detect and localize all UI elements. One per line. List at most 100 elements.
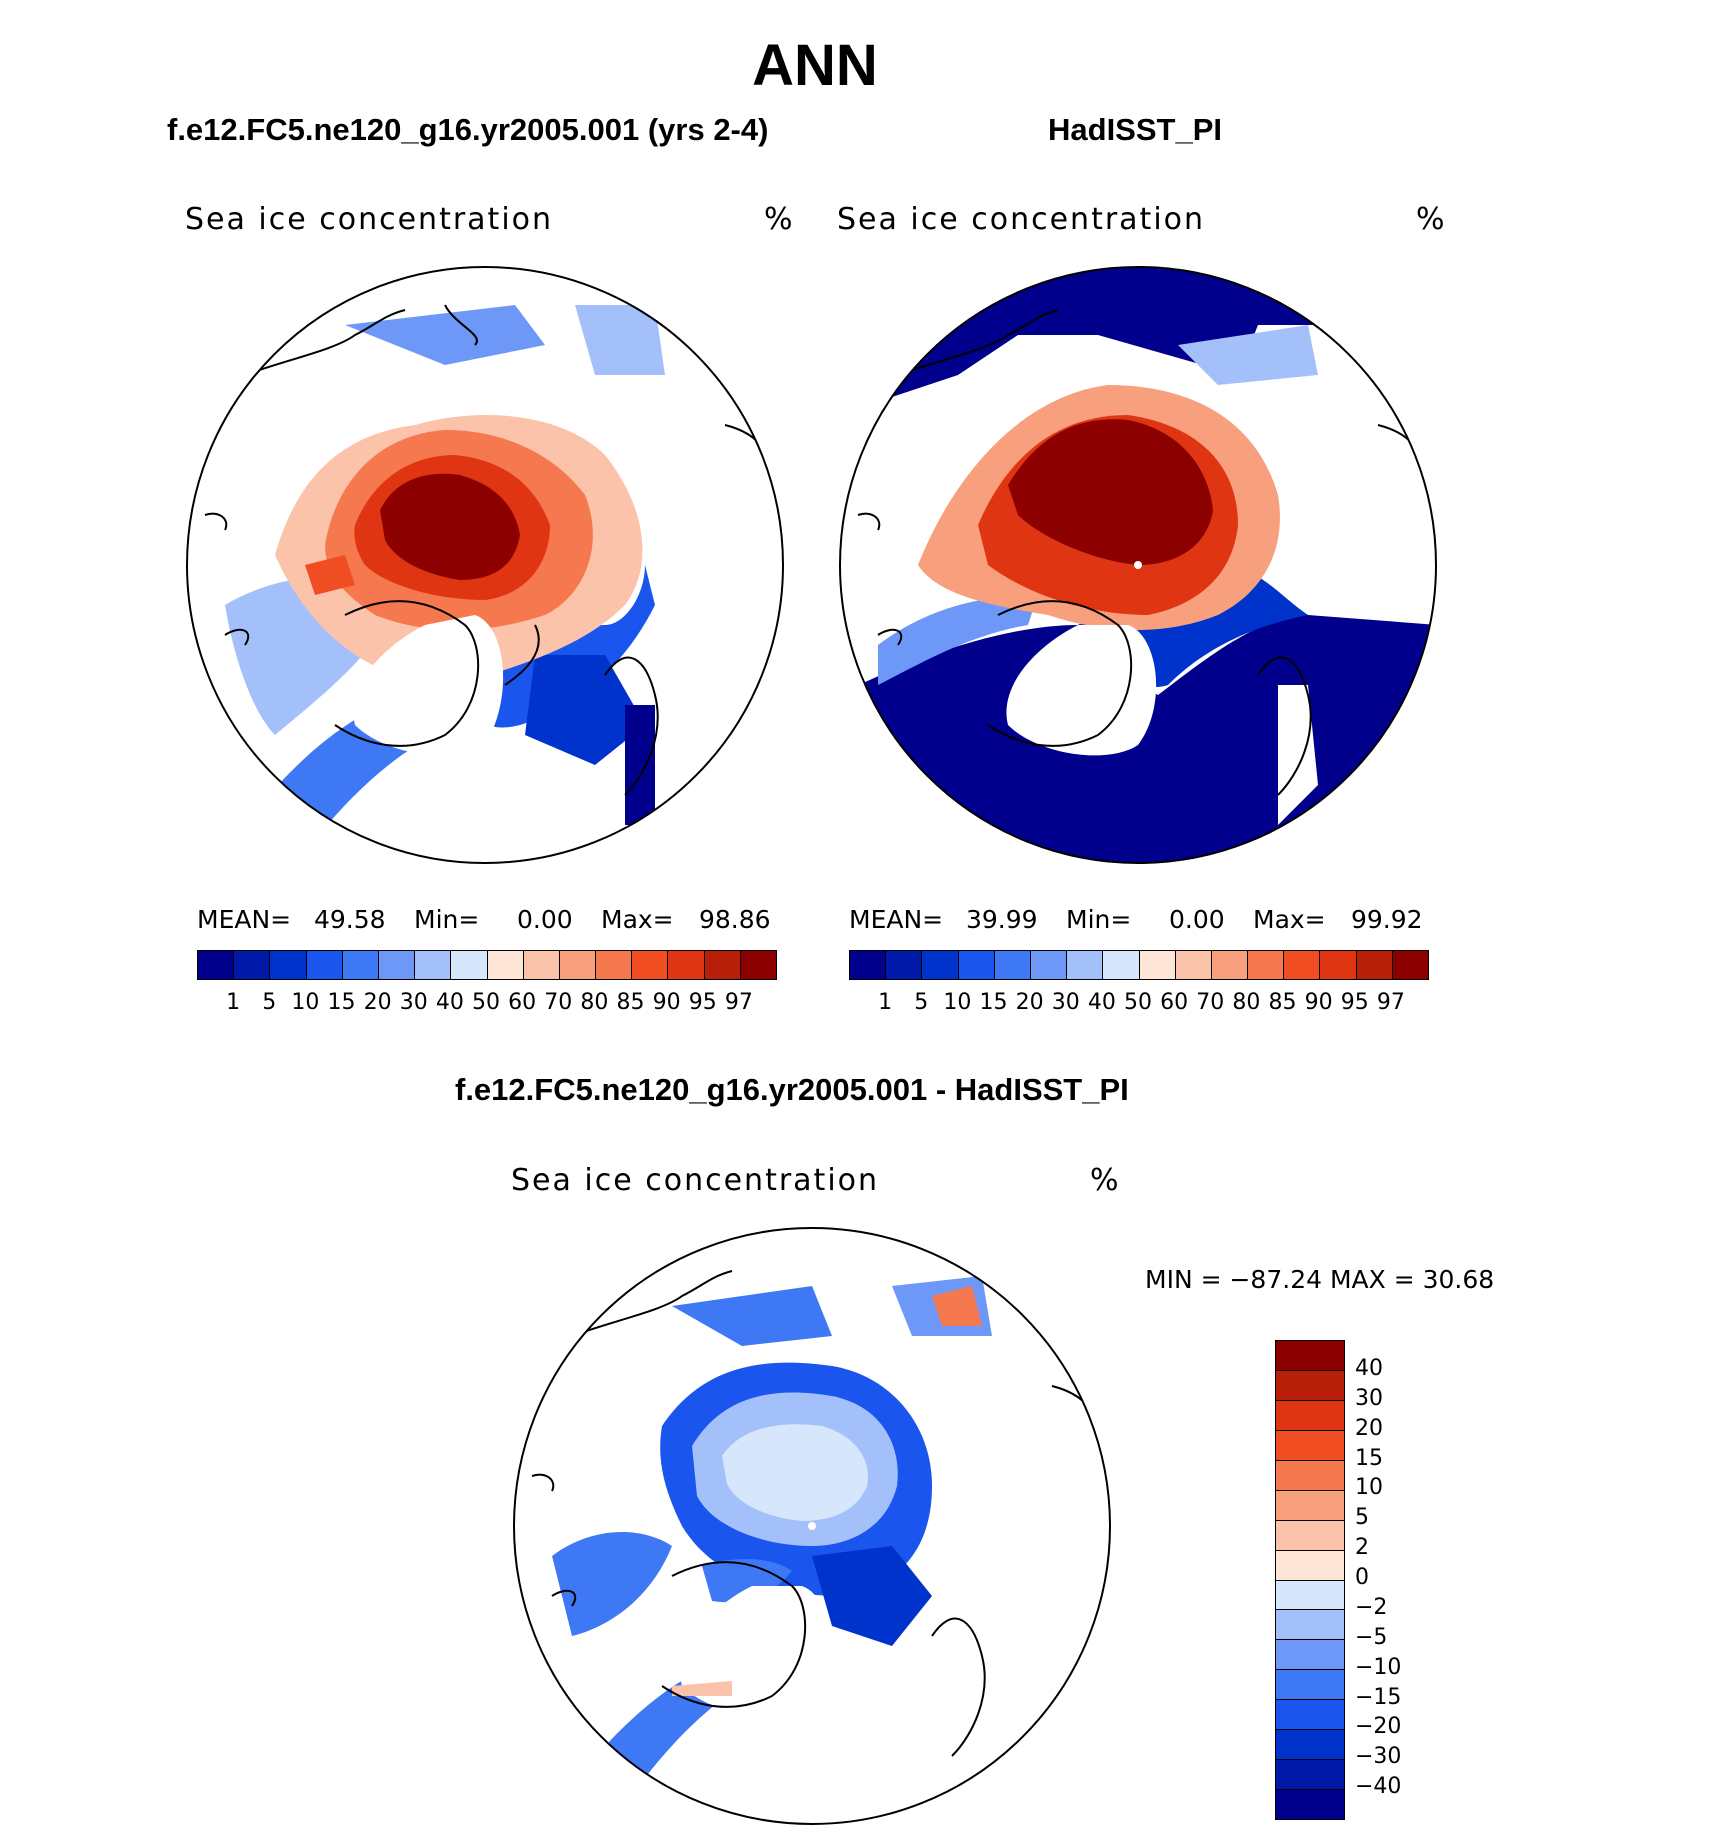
left-colorbar-tick: 90 xyxy=(652,990,681,1015)
diff-colorbar-tick: 15 xyxy=(1355,1445,1383,1471)
right-colorbar-box-13 xyxy=(1320,951,1357,979)
diff-colorbar-box-2 xyxy=(1276,1400,1344,1431)
diff-colorbar-tick: −30 xyxy=(1355,1744,1402,1770)
left-colorbar-tick: 1 xyxy=(226,990,241,1015)
diff-colorbar-box-7 xyxy=(1276,1550,1344,1581)
diff-colorbar-box-8 xyxy=(1276,1580,1344,1611)
right-map-border xyxy=(839,266,1437,864)
left-colorbar-box-5 xyxy=(378,951,416,979)
left-colorbar-tick: 60 xyxy=(508,990,537,1015)
right-colorbar-tick: 20 xyxy=(1015,990,1044,1015)
left-colorbar-box-3 xyxy=(306,951,343,979)
right-colorbar-box-15 xyxy=(1392,951,1428,979)
diff-colorbar-box-5 xyxy=(1276,1490,1344,1521)
left-map-coastlines xyxy=(204,304,768,796)
diff-colorbar-tick: 0 xyxy=(1355,1565,1369,1590)
right-min-label: Min= xyxy=(1066,905,1132,934)
left-colorbar-box-7 xyxy=(451,951,488,979)
right-colorbar-tick: 30 xyxy=(1051,990,1080,1015)
left-colorbar-tick: 95 xyxy=(688,990,717,1015)
left-map-field xyxy=(187,267,783,863)
right-colorbar-tick: 40 xyxy=(1087,990,1116,1015)
diff-map-border xyxy=(513,1227,1111,1825)
diff-colorbar-tick: −15 xyxy=(1355,1684,1402,1710)
diff-colorbar-tick: −2 xyxy=(1355,1594,1388,1620)
left-mean-label: MEAN= xyxy=(197,905,292,934)
diff-colorbar-tick: 30 xyxy=(1355,1385,1383,1411)
diff-map xyxy=(513,1227,1111,1825)
right-colorbar-box-6 xyxy=(1067,951,1104,979)
diff-colorbar-tick: −10 xyxy=(1355,1654,1402,1680)
diff-colorbar-tick: 10 xyxy=(1355,1475,1383,1501)
right-colorbar-tick: 90 xyxy=(1304,990,1333,1015)
left-colorbar-box-8 xyxy=(487,951,524,979)
left-colorbar-box-14 xyxy=(704,951,741,979)
diff-field-label: Sea ice concentration xyxy=(511,1163,880,1198)
left-map-border xyxy=(186,266,784,864)
diff-colorbar-box-9 xyxy=(1276,1610,1344,1641)
right-panel-title: HadISST_PI xyxy=(1048,112,1222,147)
right-max-value: 99.92 xyxy=(1351,905,1423,934)
right-colorbar-box-9 xyxy=(1175,951,1212,979)
diff-colorbar-tick: 2 xyxy=(1355,1535,1369,1561)
left-map xyxy=(186,266,784,864)
left-colorbar-box-10 xyxy=(559,951,597,979)
right-colorbar-tick: 15 xyxy=(979,990,1008,1015)
left-colorbar-box-4 xyxy=(342,951,379,979)
left-min-value: 0.00 xyxy=(517,905,573,934)
right-map xyxy=(839,266,1437,864)
right-field-label: Sea ice concentration xyxy=(837,202,1206,237)
left-colorbar-tick: 80 xyxy=(580,990,609,1015)
right-map-coastlines xyxy=(857,309,1421,796)
main-title: ANN xyxy=(752,33,878,98)
right-colorbar-tick: 80 xyxy=(1232,990,1261,1015)
right-colorbar-tick: 70 xyxy=(1196,990,1225,1015)
diff-panel-title: f.e12.FC5.ne120_g16.yr2005.001 - HadISST… xyxy=(455,1072,1129,1107)
right-units-label: % xyxy=(1416,202,1447,237)
left-colorbar-box-11 xyxy=(596,951,633,979)
diff-map-field xyxy=(514,1228,1110,1824)
right-colorbar-tick: 10 xyxy=(943,990,972,1015)
left-colorbar-box-2 xyxy=(270,951,307,979)
right-colorbar-box-7 xyxy=(1103,951,1140,979)
right-colorbar-tick: 1 xyxy=(878,990,893,1015)
diff-colorbar-ticks: 40 30 20 15 10 5 2 0 −2 −5 −10 −15 −20 −30 −40 xyxy=(1355,1340,1455,1818)
diff-colorbar-box-12 xyxy=(1276,1700,1344,1731)
right-max-label: Max= xyxy=(1253,905,1326,934)
left-colorbar-tick: 85 xyxy=(616,990,645,1015)
diff-colorbar-box-1 xyxy=(1276,1370,1344,1401)
left-max-label: Max= xyxy=(601,905,674,934)
right-colorbar-box-4 xyxy=(994,951,1031,979)
left-colorbar-box-12 xyxy=(632,951,669,979)
diff-colorbar-tick: 40 xyxy=(1355,1355,1383,1381)
right-colorbar-tick: 85 xyxy=(1268,990,1297,1015)
left-min-label: Min= xyxy=(414,905,480,934)
right-colorbar-box-1 xyxy=(886,951,923,979)
left-units-label: % xyxy=(764,202,795,237)
left-colorbar-tick: 70 xyxy=(544,990,573,1015)
right-colorbar-tick: 95 xyxy=(1340,990,1369,1015)
diff-colorbar-box-3 xyxy=(1276,1430,1344,1461)
right-colorbar-box-0 xyxy=(850,951,887,979)
right-colorbar-tick: 50 xyxy=(1124,990,1152,1015)
left-colorbar-box-6 xyxy=(415,951,452,979)
left-mean-value: 49.58 xyxy=(314,905,386,934)
right-colorbar-box-11 xyxy=(1248,951,1285,979)
left-colorbar xyxy=(197,950,777,980)
diff-colorbar-box-11 xyxy=(1276,1670,1344,1701)
left-colorbar-tick: 10 xyxy=(291,990,320,1015)
left-colorbar-box-9 xyxy=(523,951,560,979)
diff-colorbar-tick: −40 xyxy=(1355,1774,1402,1800)
left-panel-title: f.e12.FC5.ne120_g16.yr2005.001 (yrs 2-4) xyxy=(167,112,769,147)
left-colorbar-tick: 20 xyxy=(363,990,392,1015)
right-colorbar-tick: 5 xyxy=(914,990,929,1015)
left-colorbar-box-15 xyxy=(740,951,776,979)
right-colorbar-box-3 xyxy=(958,951,995,979)
left-colorbar-tick: 50 xyxy=(472,990,500,1015)
left-colorbar-box-1 xyxy=(234,951,271,979)
right-colorbar-tick: 97 xyxy=(1376,990,1405,1015)
left-colorbar-tick: 5 xyxy=(262,990,277,1015)
right-colorbar-box-5 xyxy=(1030,951,1068,979)
left-colorbar-box-0 xyxy=(198,951,235,979)
diff-colorbar-tick: 20 xyxy=(1355,1415,1383,1441)
